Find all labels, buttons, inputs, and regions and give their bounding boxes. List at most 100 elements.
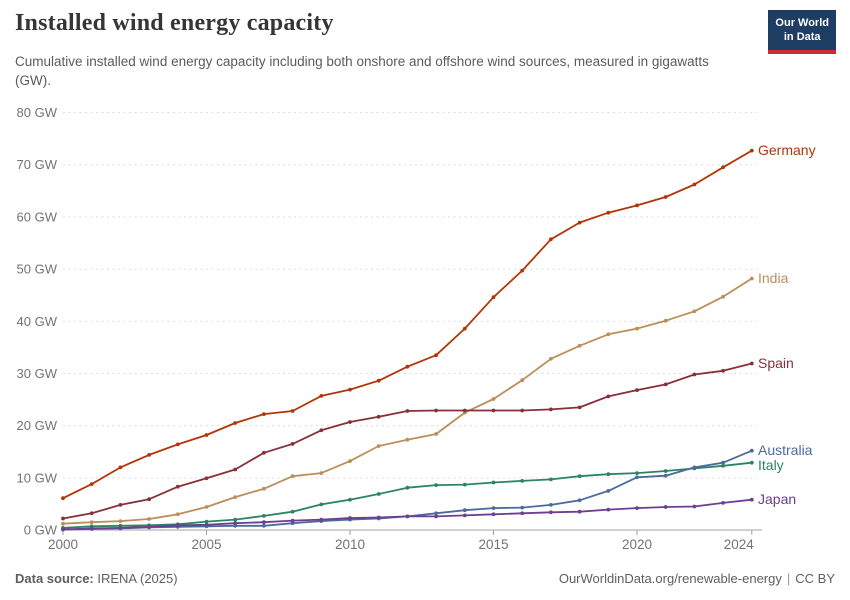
data-point [749,361,754,366]
chart-footer: Data source: IRENA (2025) OurWorldinData… [15,571,835,586]
data-point [749,148,754,153]
data-point [147,517,152,521]
chart-subtitle: Cumulative installed wind energy capacit… [15,54,709,89]
data-point [577,405,582,410]
data-point [491,506,496,510]
data-point [549,510,553,515]
data-point [376,492,381,496]
data-point [290,474,295,479]
data-point [462,326,467,331]
data-point [118,503,123,507]
data-point [663,505,668,509]
series-australia[interactable] [61,448,754,532]
series-label-india[interactable]: India [758,270,789,286]
data-point [606,507,611,512]
data-point [606,332,611,337]
data-point [721,501,725,505]
x-tick-label-2010: 2010 [335,537,365,552]
owid-link[interactable]: OurWorldinData.org/renewable-energy [558,571,782,586]
data-point [491,480,496,485]
owid-logo-line1: Our World [775,17,829,29]
data-point [721,165,725,170]
data-point [348,387,352,392]
footer-right: OurWorldinData.org/renewable-energy | CC B… [559,571,835,586]
data-point [749,276,754,281]
data-point [233,467,238,472]
data-point [290,409,295,413]
series-label-germany[interactable]: Germany [758,142,816,158]
data-point [290,521,295,526]
data-source-value: IRENA (2025) [93,571,178,586]
owid-logo-line2: in Data [783,31,821,44]
data-point [663,195,668,199]
data-point [118,465,123,470]
data-point [262,486,266,491]
data-point [721,368,725,373]
data-point [175,442,180,447]
data-point [491,408,496,413]
data-point [491,512,496,517]
data-point [520,268,525,273]
data-point [290,442,295,446]
data-point [89,511,94,516]
data-point [348,420,352,424]
data-point [577,343,582,348]
data-point [204,505,209,509]
data-point [204,433,209,437]
data-point [434,408,438,413]
y-tick-label-20: 20 GW [17,418,58,433]
data-point [405,485,410,490]
data-point [721,463,725,468]
data-point [233,421,238,425]
data-point [520,378,525,383]
data-point [319,471,324,475]
data-point [692,309,697,314]
license-badge[interactable]: CC BY [795,571,835,586]
data-point [462,482,467,487]
data-point [147,497,152,502]
series-label-australia[interactable]: Australia [758,442,813,458]
data-point [118,519,123,523]
owid-logo[interactable]: Our World in Data [768,10,836,54]
data-source-label: Data source: [15,571,94,586]
data-point [635,203,639,208]
data-point [262,514,266,518]
data-point [434,353,438,358]
data-point [635,471,639,475]
x-tick-label-2005: 2005 [191,537,221,552]
data-point [175,512,180,517]
page-title: Installed wind energy capacity [15,10,334,36]
data-point [147,453,152,457]
data-point [577,474,582,479]
data-point [405,514,410,519]
data-point [577,509,582,514]
series-germany[interactable] [61,148,754,501]
data-point [491,295,496,300]
data-point [118,526,123,530]
data-point [663,382,668,387]
data-point [749,448,754,453]
series-japan[interactable] [61,497,754,532]
data-point [434,432,438,436]
series-label-japan[interactable]: Japan [758,491,796,507]
data-point [233,521,238,526]
data-point [606,210,611,215]
data-point [89,520,94,525]
series-spain[interactable] [61,361,754,521]
series-label-spain[interactable]: Spain [758,355,794,371]
data-point [61,516,65,521]
data-point [663,318,668,323]
data-point [89,526,94,531]
data-point [520,408,525,413]
data-point [376,378,381,383]
series-italy[interactable] [61,460,754,530]
series-india[interactable] [61,276,754,526]
data-point [549,237,553,242]
data-point [262,520,266,525]
data-point [319,394,324,398]
series-label-italy[interactable]: Italy [758,457,784,473]
data-point [175,484,180,489]
x-tick-label-2000: 2000 [48,537,78,552]
